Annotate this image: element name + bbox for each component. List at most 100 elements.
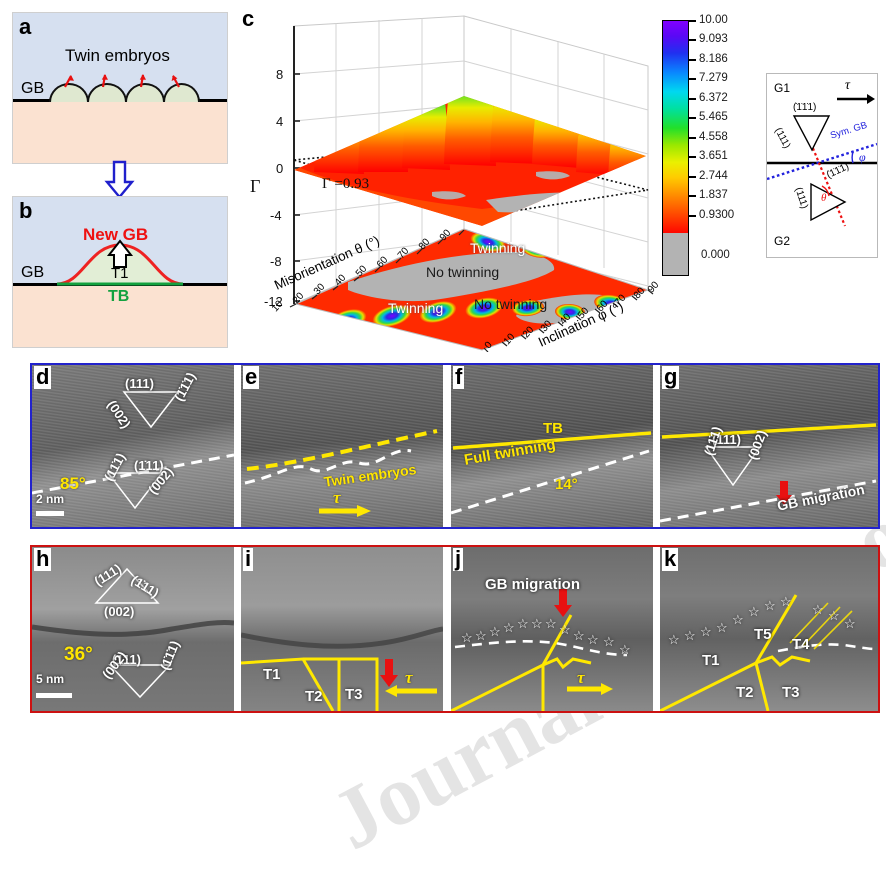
micrograph-e[interactable]: e Twin embryos τ [241,365,443,527]
micrograph-i-overlay [241,626,443,711]
colorbar-tick-label: 9.093 [699,33,728,45]
star-marker: ☆ [668,632,680,647]
panel-h-letter: h [34,547,52,571]
panel-k-twin-label: T4 [792,636,810,653]
micrograph-f-overlay [451,365,653,527]
panel-e-letter: e [243,365,260,389]
bicrystal-sketch-svg [766,94,878,227]
star-marker: ☆ [619,642,631,657]
contour-label-twinning-upper: Twinning [470,240,526,256]
sketch-tau-label: τ [845,78,851,93]
z-tick-label: -4 [270,208,282,223]
panel-i-tau-label: τ [405,668,413,687]
star-marker: ☆ [587,632,599,647]
micrograph-d[interactable]: d 85° (111) (002) (1̇1̇1) (1̇11) (11̇1) … [32,365,234,527]
micrograph-h-overlay [32,567,234,699]
grain-lower-region [13,285,227,347]
micrograph-f[interactable]: f TB Full twinning 14° [451,365,653,527]
colorbar-body [662,20,689,276]
z-tick-label: -12 [264,294,283,309]
z-tick-label: 8 [276,67,284,82]
sketch-g2-label: G2 [774,234,791,248]
sketch-theta-label: θ [821,192,827,204]
panel-b-gb-label: GB [21,264,45,281]
panel-h-angle-label: 36° [64,644,93,665]
star-marker: ☆ [748,604,760,619]
colorbar-tick [689,59,696,61]
colorbar-tick [689,215,696,217]
panel-b-new-gb-label: New GB [83,225,149,244]
panel-k-twin-label: T3 [782,684,800,701]
colorbar-tick-label: 4.558 [699,131,728,143]
z-axis-label: Γ [250,176,261,196]
micrograph-i[interactable]: i T1 T2 T3 τ [241,547,443,711]
star-marker: ☆ [844,616,856,631]
panel-e-tau-label: τ [333,488,341,507]
panel-k-twin-label: T2 [736,684,754,701]
star-marker: ☆ [461,630,473,645]
star-marker: ☆ [764,598,776,613]
micrograph-row-top: d 85° (111) (002) (1̇1̇1) (1̇11) (11̇1) … [30,363,880,529]
panel-f-letter: f [453,365,465,389]
panel-k-letter: k [662,547,679,571]
grain-lower-region [13,101,227,163]
panel-d-scalebar-label: 2 nm [36,492,65,506]
star-marker: ☆ [716,620,728,635]
sketch-g1-plane-label: (̇1̇1̇1) [793,102,817,113]
panel-i-letter: i [243,547,254,571]
star-marker: ☆ [812,602,824,617]
colorbar-tick [689,98,696,100]
colorbar-gradient [663,21,688,235]
panel-i-twin-label: T2 [305,688,323,705]
micrograph-k[interactable]: k T1 T2 T3 T4 T5 ☆ ☆ ☆ ☆ ☆ ☆ ☆ ☆ ☆ ☆ ☆ ☆ [660,547,878,711]
panel-j-gb-migration-label: GB migration [485,576,581,593]
star-marker: ☆ [732,612,744,627]
panel-k-twin-label: T1 [702,652,720,669]
colorbar-tick-label: 1.837 [699,189,728,201]
panel-j-tau-label: τ [577,668,585,687]
panel-d-plane-label: (1̇11) [134,458,164,473]
colorbar-tick [689,117,696,119]
star-marker: ☆ [545,616,557,631]
colorbar: 10.00 9.093 8.186 7.279 6.372 5.465 4.55… [660,14,780,284]
star-marker: ☆ [559,622,571,637]
micrograph-j[interactable]: j GB migration τ ☆ ☆ ☆ ☆ ☆ ☆ ☆ ☆ ☆ ☆ ☆ ☆ [451,547,653,711]
z-tick-label: -8 [270,254,282,269]
contour-label-no-twinning-lower: No twinning [474,296,548,312]
star-marker: ☆ [603,634,615,649]
colorbar-tick-label: 3.651 [699,150,728,162]
panel-i-twin-label: T1 [263,666,281,683]
threshold-annotation: Γ =0.93 [322,176,370,192]
embryo-arrows [64,74,180,88]
panel-g-plane-label: (111) [712,432,741,447]
star-marker: ☆ [475,628,487,643]
colorbar-tick [689,176,696,178]
micrograph-k-overlay [660,594,877,711]
panel-g-letter: g [662,365,680,389]
z-tick-label: 4 [276,114,284,129]
panel-b-schematic: b GB New GB T1 TB [12,196,228,348]
micrograph-g-overlay [660,365,878,527]
micrograph-h[interactable]: h 36° (111) (1̇11) (002) (111) (002) (1̇… [32,547,234,711]
micrograph-g[interactable]: g (111) (11̇1) (002) GB migration [660,365,878,527]
panel-h-plane-label: (002) [104,604,135,619]
panel-b-t1-label: T1 [111,265,129,282]
colorbar-tick [689,137,696,139]
star-marker: ☆ [517,616,529,631]
surface-plot-svg [289,15,654,352]
micrograph-j-overlay [451,589,628,711]
star-marker: ☆ [489,624,501,639]
panel-j-letter: j [453,547,464,571]
panel-h-plane-label: (111) [112,652,141,667]
bicrystal-sketch: G1 G2 τ Sym. GB φ θ (̇1̇1̇1) (111) (̇1̇1… [766,73,878,258]
panel-d-plane-label: (111) [125,376,154,391]
colorbar-tick [689,156,696,158]
star-marker: ☆ [573,628,585,643]
z-tick-label: 0 [276,161,284,176]
panel-d-angle-label: 85° [60,474,86,493]
sketch-g1-label: G1 [774,81,791,95]
colorbar-tick-label: 0.9300 [699,209,735,221]
transition-arrow-icon [104,160,135,199]
contour-label-twinning-lower: Twinning [388,300,444,316]
star-marker: ☆ [531,616,543,631]
